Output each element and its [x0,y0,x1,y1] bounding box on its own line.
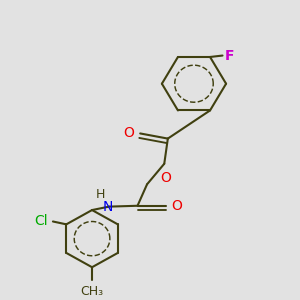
Text: H: H [96,188,105,202]
Text: O: O [171,199,182,213]
Text: O: O [160,171,171,185]
Text: F: F [224,49,234,62]
Text: O: O [123,126,134,140]
Text: Cl: Cl [34,214,48,229]
Text: N: N [103,200,113,214]
Text: CH₃: CH₃ [80,285,104,298]
